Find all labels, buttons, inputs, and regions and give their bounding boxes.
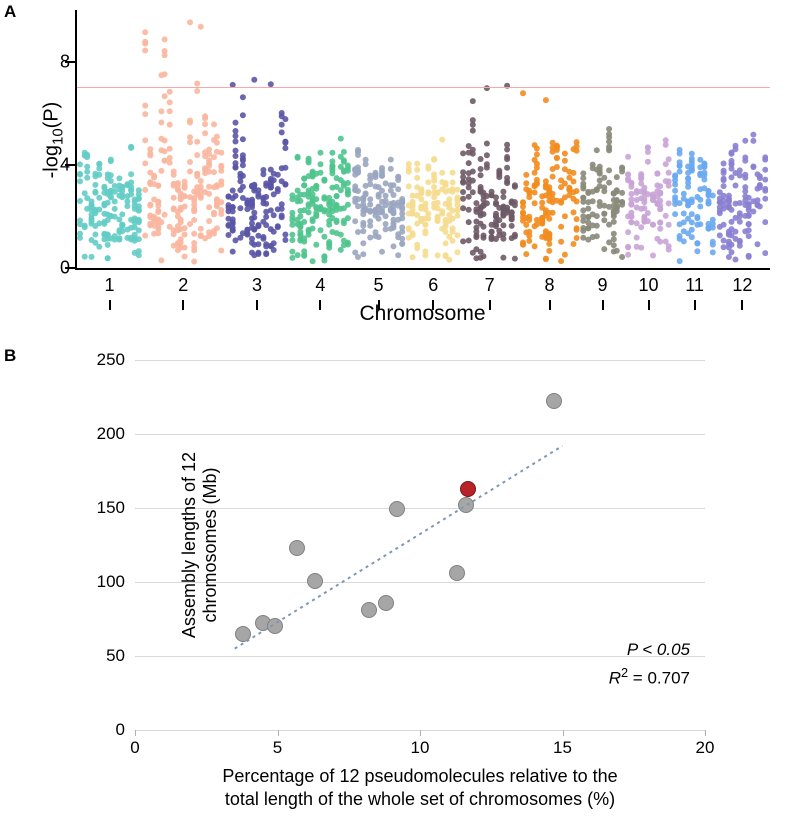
scatter-point — [361, 602, 377, 618]
panel-a-x-tick — [256, 300, 258, 310]
panel-a-x-tick-label: 5 — [374, 275, 384, 296]
panel-a-x-tick-label: 10 — [639, 275, 659, 296]
panel-b-x-tick — [420, 730, 421, 736]
panel-a-x-tick — [489, 300, 491, 310]
manhattan-points — [77, 10, 768, 268]
panel-a-x-tick-label: 8 — [545, 275, 555, 296]
panel-b-grid-line — [135, 360, 705, 361]
panel-b-y-tick-label: 50 — [85, 646, 125, 666]
panel-a-x-tick-label: 9 — [598, 275, 608, 296]
scatter-point — [307, 573, 323, 589]
panel-a-x-tick — [319, 300, 321, 310]
scatter-point — [289, 540, 305, 556]
panel-a-y-tick-label: 0 — [40, 258, 70, 279]
panel-a-x-tick — [694, 300, 696, 310]
panel-a-x-tick — [549, 300, 551, 310]
panel-a-x-tick-label: 3 — [252, 275, 262, 296]
scatter-point — [378, 595, 394, 611]
p-value-annotation: P < 0.05 — [627, 640, 690, 660]
panel-b-x-title: Percentage of 12 pseudomolecules relativ… — [135, 765, 705, 810]
scatter-point-highlight — [460, 481, 476, 497]
panel-label-a: A — [4, 2, 16, 22]
scatter-point — [389, 501, 405, 517]
scatter-point — [546, 393, 562, 409]
panel-a-x-tick — [109, 300, 111, 310]
scatter-point — [267, 618, 283, 634]
scatter-point — [235, 626, 251, 642]
panel-a-x-title: Chromosome — [75, 302, 770, 326]
panel-b-x-tick-label: 0 — [130, 738, 139, 758]
panel-a-x-tick — [648, 300, 650, 310]
panel-b-x-tick — [705, 730, 706, 736]
panel-b-x-tick — [278, 730, 279, 736]
panel-a-x-tick — [602, 300, 604, 310]
panel-b-y-tick-label: 200 — [85, 424, 125, 444]
panel-a-x-tick — [741, 300, 743, 310]
panel-label-b: B — [4, 346, 16, 366]
panel-a-x-tick-label: 7 — [485, 275, 495, 296]
scatter-point — [458, 497, 474, 513]
panel-a-y-tick-label: 8 — [40, 51, 70, 72]
panel-a-x-tick-label: 12 — [732, 275, 752, 296]
panel-b-y-tick-label: 0 — [85, 720, 125, 740]
panel-b-x-tick — [563, 730, 564, 736]
panel-b-x-tick-label: 10 — [411, 738, 430, 758]
figure: A B -log10(P) Chromosome 048123456789101… — [0, 0, 787, 818]
panel-a-x-tick-label: 1 — [105, 275, 115, 296]
panel-b-y-title: Assembly lengths of 12chromosomes (Mb) — [179, 395, 221, 695]
panel-b-scatter: Assembly lengths of 12chromosomes (Mb) P… — [135, 360, 705, 730]
panel-b-x-tick-label: 20 — [696, 738, 715, 758]
panel-a-x-tick — [432, 300, 434, 310]
panel-b-x-tick-label: 15 — [553, 738, 572, 758]
panel-a-x-tick — [182, 300, 184, 310]
panel-a-x-tick-label: 11 — [685, 275, 704, 296]
panel-a-x-tick-label: 6 — [428, 275, 438, 296]
panel-a-x-tick — [378, 300, 380, 310]
panel-b-y-tick-label: 100 — [85, 572, 125, 592]
panel-b-x-tick — [135, 730, 136, 736]
panel-a-manhattan: -log10(P) Chromosome 048123456789101112 — [75, 10, 770, 300]
scatter-point — [449, 565, 465, 581]
panel-b-y-tick-label: 250 — [85, 350, 125, 370]
panel-a-x-tick-label: 4 — [315, 275, 325, 296]
panel-a-y-tick-label: 4 — [40, 154, 70, 175]
panel-a-x-tick-label: 2 — [178, 275, 188, 296]
significance-threshold-line — [77, 87, 770, 88]
r-squared-annotation: R2 = 0.707 — [609, 665, 690, 689]
panel-b-y-tick-label: 150 — [85, 498, 125, 518]
panel-b-x-tick-label: 5 — [273, 738, 282, 758]
